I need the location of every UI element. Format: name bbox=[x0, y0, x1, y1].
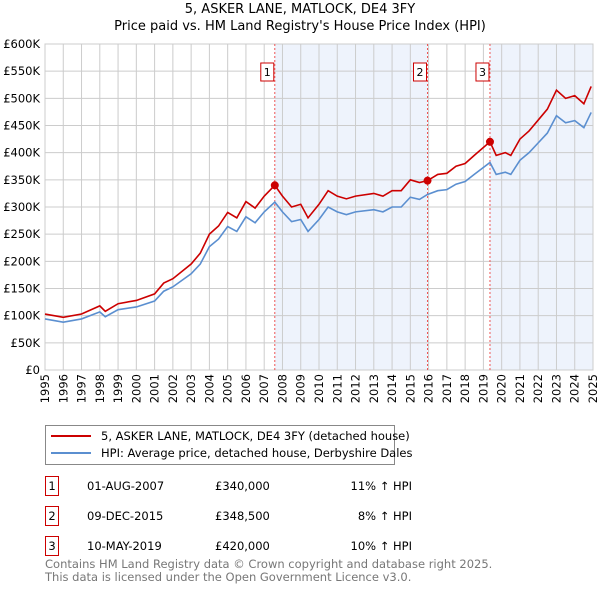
y-tick-label: £150K bbox=[3, 282, 40, 296]
x-tick-label: 2018 bbox=[458, 374, 472, 403]
sale-label: 1 bbox=[264, 66, 271, 79]
y-tick-label: £200K bbox=[3, 254, 40, 268]
sale-price: £420,000 bbox=[215, 539, 270, 553]
sale-price: £348,500 bbox=[215, 509, 270, 523]
sale-label: 3 bbox=[479, 66, 486, 79]
x-tick-label: 2015 bbox=[403, 374, 417, 403]
sale-hpi-diff: 11% ↑ HPI bbox=[350, 479, 412, 493]
x-tick-label: 2006 bbox=[239, 374, 253, 403]
legend-swatch-property bbox=[51, 435, 91, 437]
footer-line-2: This data is licensed under the Open Gov… bbox=[45, 570, 412, 584]
x-tick-label: 1995 bbox=[38, 374, 52, 403]
x-tick-label: 1997 bbox=[75, 374, 89, 403]
sale-label-box bbox=[475, 62, 490, 82]
x-tick-label: 2012 bbox=[349, 374, 363, 403]
x-tick-label: 1996 bbox=[56, 374, 70, 403]
y-tick-label: £350K bbox=[3, 173, 40, 187]
footer-line-1: Contains HM Land Registry data © Crown c… bbox=[45, 557, 493, 571]
x-tick-label: 1999 bbox=[111, 374, 125, 403]
legend-label-hpi: HPI: Average price, detached house, Derb… bbox=[101, 446, 413, 460]
sale-date: 10-MAY-2019 bbox=[87, 539, 162, 553]
y-tick-label: £100K bbox=[3, 309, 40, 323]
x-tick-label: 2014 bbox=[385, 374, 399, 403]
x-tick-label: 2001 bbox=[148, 374, 162, 403]
sale-marker: 3 bbox=[45, 536, 59, 556]
sale-point bbox=[485, 137, 494, 146]
sale-hpi-diff: 8% ↑ HPI bbox=[357, 509, 412, 523]
legend-label-property: 5, ASKER LANE, MATLOCK, DE4 3FY (detache… bbox=[101, 429, 410, 443]
y-tick-label: £250K bbox=[3, 227, 40, 241]
legend: 5, ASKER LANE, MATLOCK, DE4 3FY (detache… bbox=[45, 425, 413, 465]
sale-label: 2 bbox=[417, 66, 424, 79]
x-tick-label: 2003 bbox=[184, 374, 198, 403]
sale-price: £340,000 bbox=[215, 479, 270, 493]
y-tick-label: £0 bbox=[25, 363, 40, 377]
x-tick-label: 2011 bbox=[330, 374, 344, 403]
x-tick-label: 2004 bbox=[202, 374, 216, 403]
sale-marker: 1 bbox=[45, 476, 59, 496]
x-tick-label: 2020 bbox=[495, 374, 509, 403]
x-tick-label: 2007 bbox=[257, 374, 271, 403]
sale-date: 09-DEC-2015 bbox=[87, 509, 164, 523]
x-tick-label: 1998 bbox=[93, 374, 107, 403]
x-tick-label: 2008 bbox=[275, 374, 289, 403]
x-tick-label: 2024 bbox=[568, 374, 582, 403]
x-tick-label: 2010 bbox=[312, 374, 326, 403]
y-tick-label: £550K bbox=[3, 64, 40, 78]
hpi-line bbox=[44, 112, 592, 323]
x-tick-label: 2013 bbox=[367, 374, 381, 403]
legend-swatch-hpi bbox=[51, 452, 91, 454]
property-price-line bbox=[44, 86, 592, 319]
footer: Contains HM Land Registry data © Crown c… bbox=[45, 558, 492, 584]
x-tick-label: 2023 bbox=[549, 374, 563, 403]
y-tick-label: £600K bbox=[3, 37, 40, 51]
chart-title: 5, ASKER LANE, MATLOCK, DE4 3FY bbox=[184, 2, 416, 17]
sale-row: 2 09-DEC-2015 £348,500 8% ↑ HPI bbox=[45, 506, 445, 528]
plot-area: 1995 1996 1997 1998 1999 2000 2001 2002 2003 2004… bbox=[3, 37, 600, 403]
sale-row: 1 01-AUG-2007 £340,000 11% ↑ HPI bbox=[45, 476, 445, 498]
y-tick-label: £450K bbox=[3, 119, 40, 133]
x-tick-label: 2017 bbox=[440, 374, 454, 403]
x-tick-label: 2005 bbox=[221, 374, 235, 403]
sale-hpi-diff: 10% ↑ HPI bbox=[350, 539, 412, 553]
y-tick-label: £500K bbox=[3, 91, 40, 105]
sale-marker: 2 bbox=[45, 506, 59, 526]
x-tick-label: 2025 bbox=[586, 374, 600, 403]
sale-point bbox=[423, 176, 432, 185]
x-tick-label: 2002 bbox=[166, 374, 180, 403]
chart-subtitle: Price paid vs. HM Land Registry's House … bbox=[114, 19, 486, 34]
sale-label-box bbox=[260, 62, 275, 82]
y-tick-label: £50K bbox=[11, 336, 41, 350]
x-tick-label: 2016 bbox=[422, 374, 436, 403]
x-tick-label: 2000 bbox=[129, 374, 143, 403]
y-tick-label: £300K bbox=[3, 200, 40, 214]
sale-row: 3 10-MAY-2019 £420,000 10% ↑ HPI bbox=[45, 536, 445, 558]
sale-label-box bbox=[413, 62, 428, 82]
x-tick-label: 2021 bbox=[513, 374, 527, 403]
sale-date: 01-AUG-2007 bbox=[87, 479, 165, 493]
x-tick-label: 2022 bbox=[531, 374, 545, 403]
y-tick-label: £400K bbox=[3, 146, 40, 160]
x-tick-label: 2009 bbox=[294, 374, 308, 403]
x-tick-label: 2019 bbox=[476, 374, 490, 403]
sale-point bbox=[270, 181, 279, 190]
